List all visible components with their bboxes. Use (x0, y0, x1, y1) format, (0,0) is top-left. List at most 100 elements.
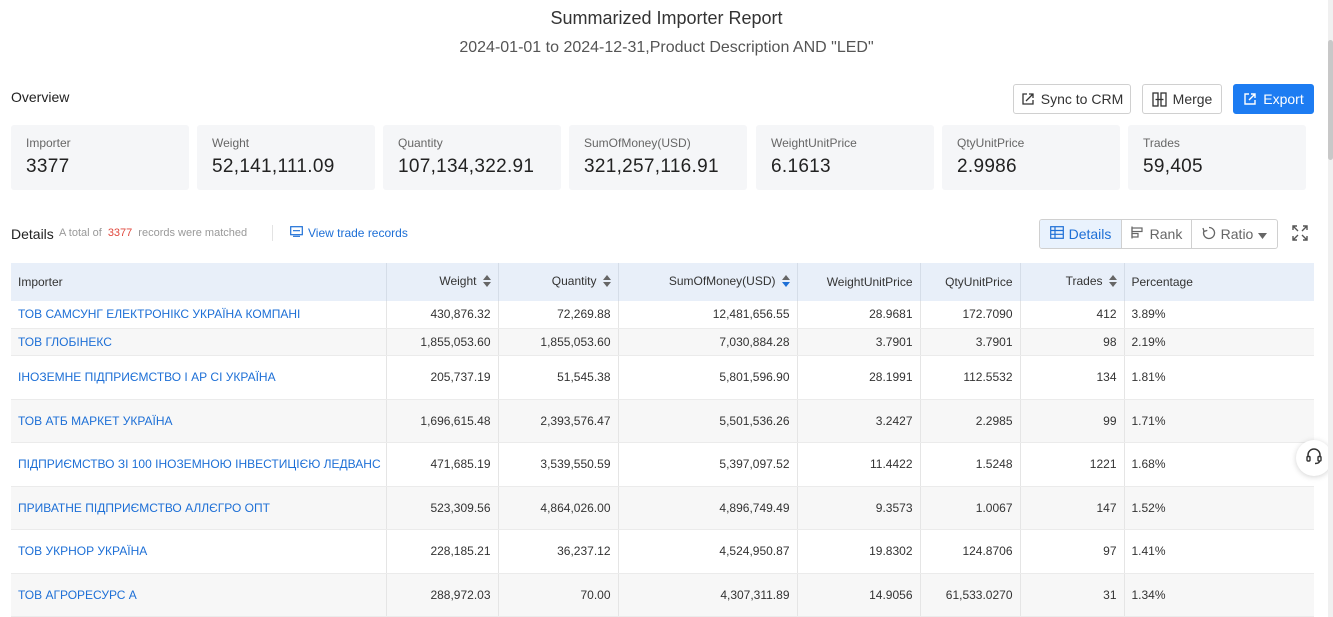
column-header-weight-unit-price: WeightUnitPrice (797, 263, 921, 301)
cell-weight: 471,685.19 (386, 442, 499, 487)
table-icon (1049, 226, 1064, 242)
importer-name-link[interactable]: ТОВ ГЛОБІНЕКС (11, 328, 387, 356)
cell-trades: 98 (1020, 328, 1125, 356)
cell-percentage: 1.71% (1124, 399, 1314, 443)
importer-name-link[interactable]: ТОВ АГРОРЕСУРС А (11, 573, 387, 617)
cell-sum-of-money: 5,801,596.90 (618, 355, 798, 400)
column-header-quantity[interactable]: Quantity (498, 263, 619, 301)
cell-sum-of-money: 4,896,749.49 (618, 486, 798, 530)
cell-quantity: 51,545.38 (498, 355, 619, 400)
column-header-sum-of-money[interactable]: SumOfMoney(USD) (618, 263, 798, 301)
cell-trades: 147 (1020, 486, 1125, 530)
cell-percentage: 2.19% (1124, 328, 1314, 356)
fullscreen-icon[interactable] (1291, 224, 1309, 242)
sort-icon[interactable] (482, 274, 491, 290)
cell-weight-unit-price: 28.9681 (797, 301, 921, 329)
cell-sum-of-money: 12,481,656.55 (618, 301, 798, 329)
cell-weight: 1,855,053.60 (386, 328, 499, 356)
table-row: ІНОЗЕМНЕ ПІДПРИЄМСТВО І АР СІ УКРАЇНА 20… (11, 355, 1314, 400)
cell-sum-of-money: 7,030,884.28 (618, 328, 798, 356)
stat-card-sum-of-money: SumOfMoney(USD) 321,257,116.91 (569, 125, 747, 190)
sync-to-crm-button[interactable]: Sync to CRM (1013, 84, 1131, 114)
sort-icon[interactable] (602, 274, 611, 290)
tab-ratio-label: Ratio (1220, 226, 1254, 242)
table-row: ТОВ УКРНОР УКРАЇНА 228,185.21 36,237.12 … (11, 529, 1314, 574)
cell-trades: 97 (1020, 529, 1125, 574)
rank-icon (1131, 226, 1145, 242)
importer-name-link[interactable]: ТОВ САМСУНГ ЕЛЕКТРОНІКС УКРАЇНА КОМПАНІ (11, 301, 387, 329)
cell-weight-unit-price: 28.1991 (797, 355, 921, 400)
column-header-weight[interactable]: Weight (386, 263, 499, 301)
cell-qty-unit-price: 112.5532 (920, 355, 1021, 400)
customer-support-button[interactable] (1296, 440, 1332, 476)
stat-label: Trades (1143, 136, 1180, 150)
importer-table: Importer Weight Quantity SumOfMoney(USD)… (11, 263, 1314, 617)
importer-name-link[interactable]: ПРИВАТНЕ ПІДПРИЄМСТВО АЛЛЄГРО ОПТ (11, 486, 387, 530)
cell-weight: 1,696,615.48 (386, 399, 499, 443)
table-row: ТОВ ГЛОБІНЕКС 1,855,053.60 1,855,053.60 … (11, 328, 1314, 356)
cell-qty-unit-price: 1.0067 (920, 486, 1021, 530)
cell-percentage: 1.34% (1124, 573, 1314, 617)
tab-ratio[interactable]: Ratio (1191, 220, 1277, 248)
merge-button[interactable]: Merge (1142, 84, 1222, 114)
importer-name-link[interactable]: ІНОЗЕМНЕ ПІДПРИЄМСТВО І АР СІ УКРАЇНА (11, 355, 387, 400)
cell-sum-of-money: 4,307,311.89 (618, 573, 798, 617)
stat-value: 52,141,111.09 (212, 156, 335, 177)
sort-desc-icon[interactable] (781, 274, 790, 290)
cell-weight-unit-price: 14.9056 (797, 573, 921, 617)
cell-trades: 134 (1020, 355, 1125, 400)
table-row: ТОВ САМСУНГ ЕЛЕКТРОНІКС УКРАЇНА КОМПАНІ … (11, 301, 1314, 329)
total-suffix: records were matched (138, 227, 248, 239)
cell-quantity: 36,237.12 (498, 529, 619, 574)
stat-value: 6.1613 (771, 156, 831, 177)
stat-label: Importer (26, 136, 71, 150)
stat-card-trades: Trades 59,405 (1128, 125, 1306, 190)
cell-sum-of-money: 4,524,950.87 (618, 529, 798, 574)
sync-icon (1021, 92, 1035, 106)
cell-weight: 228,185.21 (386, 529, 499, 574)
scrollbar-thumb[interactable] (1328, 40, 1333, 160)
cell-percentage: 1.41% (1124, 529, 1314, 574)
stat-card-importer: Importer 3377 (11, 125, 189, 190)
cell-quantity: 72,269.88 (498, 301, 619, 329)
cell-percentage: 1.68% (1124, 442, 1314, 487)
cell-qty-unit-price: 2.2985 (920, 399, 1021, 443)
stat-label: SumOfMoney(USD) (584, 136, 691, 150)
cell-weight-unit-price: 11.4422 (797, 442, 921, 487)
cell-qty-unit-price: 1.5248 (920, 442, 1021, 487)
ratio-icon (1202, 226, 1216, 243)
stat-label: QtyUnitPrice (957, 136, 1025, 150)
table-header: Importer Weight Quantity SumOfMoney(USD)… (11, 263, 1314, 301)
cell-trades: 412 (1020, 301, 1125, 329)
cell-quantity: 3,539,550.59 (498, 442, 619, 487)
stat-label: Quantity (398, 136, 443, 150)
sort-icon[interactable] (1108, 274, 1117, 290)
stat-card-weight-unit-price: WeightUnitPrice 6.1613 (756, 125, 934, 190)
column-header-percentage: Percentage (1124, 263, 1314, 301)
importer-name-link[interactable]: ТОВ УКРНОР УКРАЇНА (11, 529, 387, 574)
export-label: Export (1263, 91, 1304, 107)
tab-rank-label: Rank (1149, 226, 1183, 242)
importer-name-link[interactable]: ПІДПРИЄМСТВО ЗІ 100 ІНОЗЕМНОЮ ІНВЕСТИЦІЄ… (11, 442, 387, 487)
caret-down-icon (1258, 226, 1268, 242)
cell-weight-unit-price: 3.7901 (797, 328, 921, 356)
tab-rank[interactable]: Rank (1121, 220, 1191, 248)
cell-qty-unit-price: 61,533.0270 (920, 573, 1021, 617)
sync-to-crm-label: Sync to CRM (1040, 91, 1124, 107)
cell-quantity: 2,393,576.47 (498, 399, 619, 443)
divider (272, 225, 273, 241)
tab-details[interactable]: Details (1040, 220, 1121, 248)
cell-trades: 1221 (1020, 442, 1125, 487)
cell-quantity: 70.00 (498, 573, 619, 617)
stat-card-quantity: Quantity 107,134,322.91 (383, 125, 561, 190)
records-matched-text: A total of 3377 records were matched (59, 227, 247, 239)
export-button[interactable]: Export (1233, 84, 1314, 114)
importer-name-link[interactable]: ТОВ АТБ МАРКЕТ УКРАЇНА (11, 399, 387, 443)
view-trade-records-link[interactable]: View trade records (290, 226, 408, 240)
column-header-trades[interactable]: Trades (1020, 263, 1125, 301)
merge-icon (1152, 91, 1167, 107)
cell-weight-unit-price: 3.2427 (797, 399, 921, 443)
scrollbar-track[interactable] (1328, 0, 1333, 617)
column-header-trades-label: Trades (1065, 274, 1103, 289)
cell-sum-of-money: 5,397,097.52 (618, 442, 798, 487)
